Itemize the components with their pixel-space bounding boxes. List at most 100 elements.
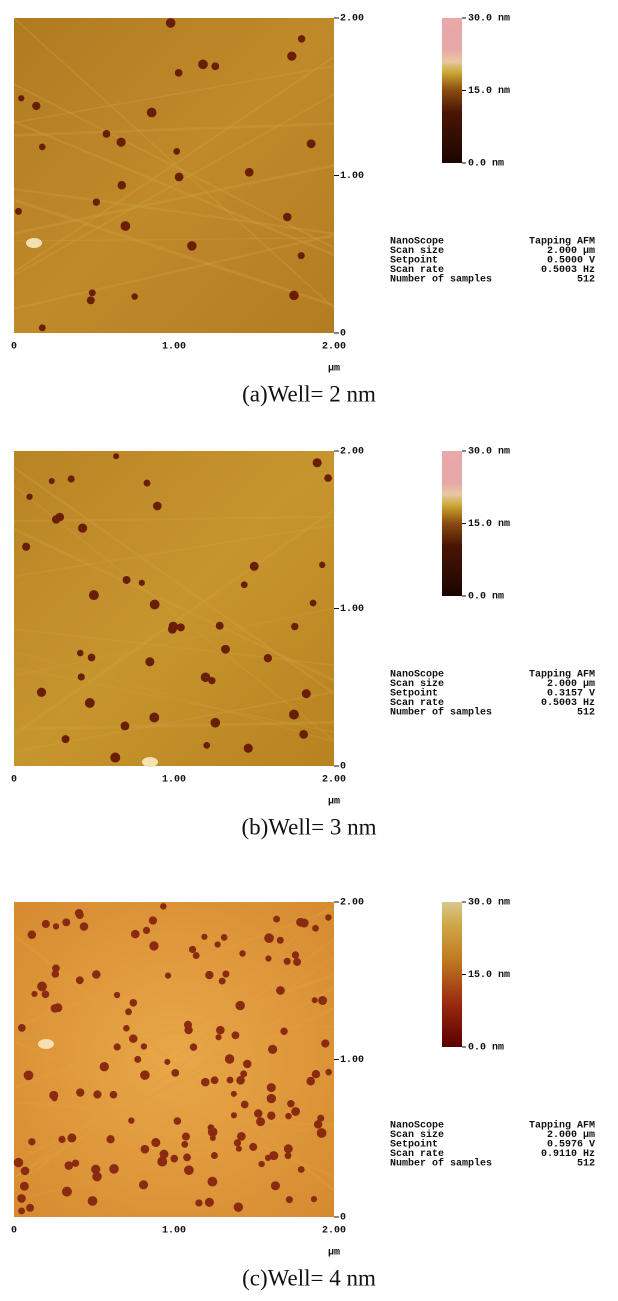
particle	[167, 624, 177, 634]
scan-streak	[13, 198, 335, 307]
particle	[87, 1196, 98, 1206]
particle	[297, 252, 305, 260]
particle	[113, 1043, 121, 1051]
param-name: Scan rate	[390, 265, 444, 276]
particle	[64, 1161, 74, 1170]
bright-spot	[26, 238, 42, 248]
particle	[235, 1000, 245, 1011]
scan-streak	[13, 933, 335, 1192]
particle	[266, 1093, 277, 1104]
particle	[244, 167, 254, 177]
scan-streak	[13, 1007, 335, 1163]
particle	[131, 293, 138, 300]
particle	[17, 1024, 26, 1032]
scan-streak	[13, 1025, 335, 1040]
afm-panel: 0 1.00 2.00 μm 2.00 1.00 0 30.0 nm 15.0 nm 0.0 nm…	[11, 14, 595, 407]
caption: (c)Well= 4 nm	[242, 1265, 376, 1290]
particle	[174, 172, 184, 182]
particle	[187, 241, 197, 251]
x-tick-label: 1.00	[162, 775, 186, 786]
particle	[209, 1134, 216, 1142]
particle	[280, 1027, 288, 1035]
scan-streak	[13, 163, 335, 235]
particle	[216, 1025, 225, 1035]
particle	[263, 654, 273, 663]
particle	[313, 1120, 323, 1129]
scan-streak	[13, 93, 335, 277]
param-value: 0.5003 Hz	[541, 265, 595, 276]
particle	[22, 542, 31, 551]
colorbar-label: 30.0 nm	[468, 14, 510, 25]
particle	[76, 1088, 85, 1097]
particle	[210, 717, 221, 728]
particle	[116, 137, 126, 147]
colorbar-label: 15.0 nm	[468, 519, 510, 530]
particle	[297, 35, 306, 43]
y-tick-label: 2.00	[340, 898, 364, 909]
particle	[153, 501, 162, 511]
particle	[269, 1151, 279, 1161]
particle	[88, 590, 99, 601]
particle	[243, 1059, 252, 1069]
scan-streak	[13, 1040, 335, 1178]
x-tick-label: 0	[11, 775, 17, 786]
x-tick-label: 1.00	[162, 1226, 186, 1237]
scan-streak	[13, 187, 335, 235]
particle	[38, 324, 46, 332]
particle	[297, 1166, 305, 1173]
scan-streak	[13, 607, 335, 677]
particle	[18, 95, 25, 102]
colorbar-label: 30.0 nm	[468, 898, 510, 909]
scan-streak	[13, 651, 335, 742]
particle	[67, 475, 75, 483]
scan-streak	[13, 720, 335, 731]
param-name: Scan size	[390, 1129, 444, 1141]
particle	[243, 743, 253, 753]
particle	[240, 1100, 249, 1109]
particle	[131, 929, 140, 939]
particle	[198, 59, 208, 70]
particle	[71, 1159, 80, 1167]
particle	[41, 919, 50, 928]
particle	[18, 1207, 26, 1215]
particle	[61, 735, 70, 744]
particle	[37, 981, 47, 992]
x-unit: μm	[328, 797, 340, 808]
particle	[92, 1171, 102, 1182]
particle	[41, 990, 50, 999]
particle	[86, 296, 95, 305]
scan-streak	[13, 907, 335, 1029]
param-value: Tapping AFM	[529, 236, 595, 248]
afm-image	[14, 902, 334, 1217]
particle	[276, 986, 285, 995]
particle	[284, 1152, 292, 1160]
particle	[26, 493, 33, 500]
particle	[211, 62, 220, 71]
particle	[19, 1181, 29, 1191]
afm-image	[14, 18, 334, 333]
particle	[184, 1165, 194, 1176]
particle	[92, 198, 101, 206]
scan-streak	[13, 628, 335, 666]
param-value: 512	[577, 708, 595, 719]
particle	[145, 657, 155, 667]
particle	[171, 1069, 180, 1077]
particle	[102, 130, 111, 138]
particle	[181, 1141, 189, 1148]
particle	[299, 918, 309, 928]
particle	[36, 687, 47, 697]
particle	[267, 1111, 276, 1120]
particle	[205, 970, 214, 980]
particle	[110, 752, 121, 763]
particle	[306, 1077, 315, 1086]
param-name: Number of samples	[390, 707, 492, 719]
param-name: NanoScope	[390, 237, 444, 248]
particle	[299, 730, 308, 739]
particle	[129, 999, 138, 1007]
scan-streak	[13, 515, 335, 523]
particle	[267, 1044, 278, 1054]
particle	[58, 1135, 66, 1144]
scan-streak	[13, 524, 335, 578]
particle	[319, 561, 326, 568]
scan-streak	[13, 120, 335, 257]
